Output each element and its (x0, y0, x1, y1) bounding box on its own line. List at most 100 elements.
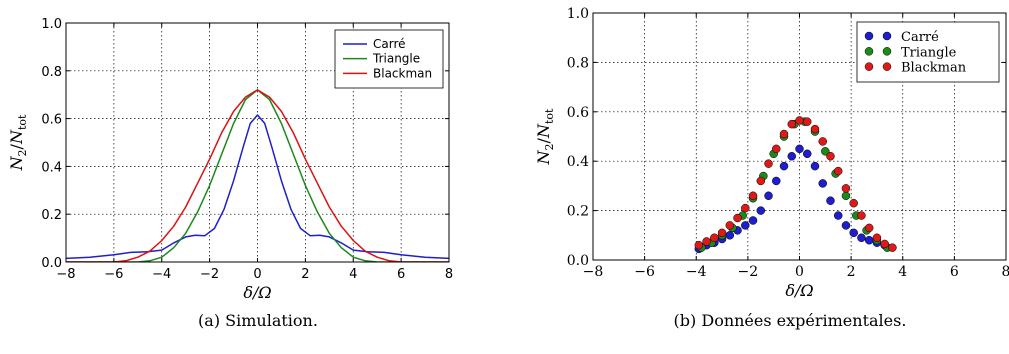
y-tick-label: 0.2 (567, 204, 589, 220)
data-point (857, 211, 866, 220)
data-point (795, 144, 804, 154)
data-point (772, 176, 781, 186)
y-tick-label: 0.4 (41, 160, 62, 175)
data-point (802, 149, 812, 159)
data-point (818, 179, 827, 188)
legend-swatch (864, 62, 874, 71)
data-point (810, 161, 820, 171)
x-tick-label: 8 (1002, 264, 1009, 280)
data-point (717, 228, 727, 238)
data-point (841, 184, 851, 193)
data-point (787, 119, 797, 129)
data-point (710, 233, 719, 243)
y-tick-label: 1.0 (567, 6, 589, 22)
legend-swatch (864, 31, 874, 41)
data-point (756, 206, 766, 215)
data-point (741, 221, 750, 230)
series-line-2 (66, 89, 449, 262)
legend-label: Carré (373, 37, 406, 51)
x-tick-label: −2 (200, 267, 219, 282)
data-point (702, 237, 711, 246)
legend-label: Blackman (901, 61, 967, 76)
data-point (841, 191, 851, 201)
y-tick-label: 0.0 (567, 253, 589, 269)
x-tick-label: −8 (583, 264, 604, 280)
y-tick-label: 0.0 (41, 256, 62, 271)
legend-swatch (864, 47, 874, 56)
data-point (748, 216, 758, 225)
data-point (849, 228, 858, 238)
x-tick-label: −4 (152, 267, 171, 282)
x-axis-label: δ/Ω (785, 281, 813, 300)
x-tick-label: 0 (253, 267, 261, 282)
data-point (810, 124, 820, 134)
data-point (725, 221, 735, 230)
x-axis-label: δ/Ω (243, 283, 271, 302)
x-tick-label: 2 (847, 264, 856, 280)
legend-swatch (882, 47, 892, 56)
data-point (802, 117, 812, 126)
x-tick-label: 2 (301, 267, 309, 282)
x-tick-label: 4 (898, 264, 907, 280)
x-tick-label: 6 (950, 264, 959, 280)
data-point (833, 166, 843, 176)
y-tick-label: 0.8 (41, 65, 62, 80)
legend-label: Carré (901, 30, 939, 45)
data-point (818, 137, 827, 146)
x-tick-label: −8 (56, 267, 75, 282)
legend-swatch (882, 31, 892, 41)
x-tick-label: 8 (445, 267, 453, 282)
data-point (872, 233, 882, 243)
data-point (880, 239, 889, 249)
chart-panel-a: −8 −6 −4 −2 0 2 4 6 8 0.0 0.2 0.4 0.6 0.8 1.0 δ/Ω N2/Nto… (7, 17, 453, 330)
y-tick-label: 0.4 (567, 154, 589, 170)
data-point (764, 191, 773, 201)
x-tick-label: −6 (634, 264, 655, 280)
x-tick-label: 0 (795, 264, 804, 280)
y-tick-label: 0.6 (567, 105, 589, 121)
data-point (826, 196, 835, 205)
x-tick-label: −6 (104, 267, 123, 282)
y-tick-label: 0.2 (41, 208, 62, 223)
data-point (725, 231, 735, 240)
y-tick-label: 1.0 (41, 17, 62, 32)
data-point (764, 159, 773, 168)
plot-area (66, 89, 449, 262)
y-axis-label: N2/Ntot (7, 114, 29, 171)
data-point (756, 176, 766, 186)
data-point (733, 213, 742, 223)
plot-area (694, 116, 897, 254)
data-point (849, 198, 858, 208)
data-point (826, 152, 835, 161)
data-point (864, 235, 874, 245)
legend-label: Triangle (372, 52, 420, 66)
caption: (a) Simulation. (198, 311, 318, 330)
data-point (864, 223, 874, 233)
x-tick-label: 6 (397, 267, 405, 282)
x-tick-label: 4 (349, 267, 357, 282)
y-tick-label: 0.6 (41, 113, 62, 128)
data-point (694, 240, 704, 250)
x-tick-label: −2 (738, 264, 759, 280)
x-tick-label: −4 (686, 264, 707, 280)
caption: (b) Données expérimentales. (674, 311, 907, 330)
y-axis-label: N2/Ntot (534, 108, 556, 165)
chart-panel-b: −8 −6 −4 −2 0 2 4 6 8 0.0 0.2 0.4 0.6 0.8 1.0 δ/Ω N2/Nto… (534, 6, 1009, 330)
y-tick-label: 0.8 (567, 55, 589, 71)
legend-box (856, 21, 1000, 83)
legend-label: Triangle (901, 45, 957, 60)
series-line-0 (66, 114, 449, 260)
data-point (888, 243, 897, 252)
legend-label: Blackman (373, 66, 432, 80)
data-point (857, 233, 866, 243)
data-point (833, 211, 843, 220)
data-point (779, 161, 789, 171)
data-point (748, 191, 758, 201)
data-point (772, 144, 781, 154)
data-point (787, 152, 797, 161)
data-point (779, 129, 789, 139)
legend-swatch (882, 62, 892, 71)
